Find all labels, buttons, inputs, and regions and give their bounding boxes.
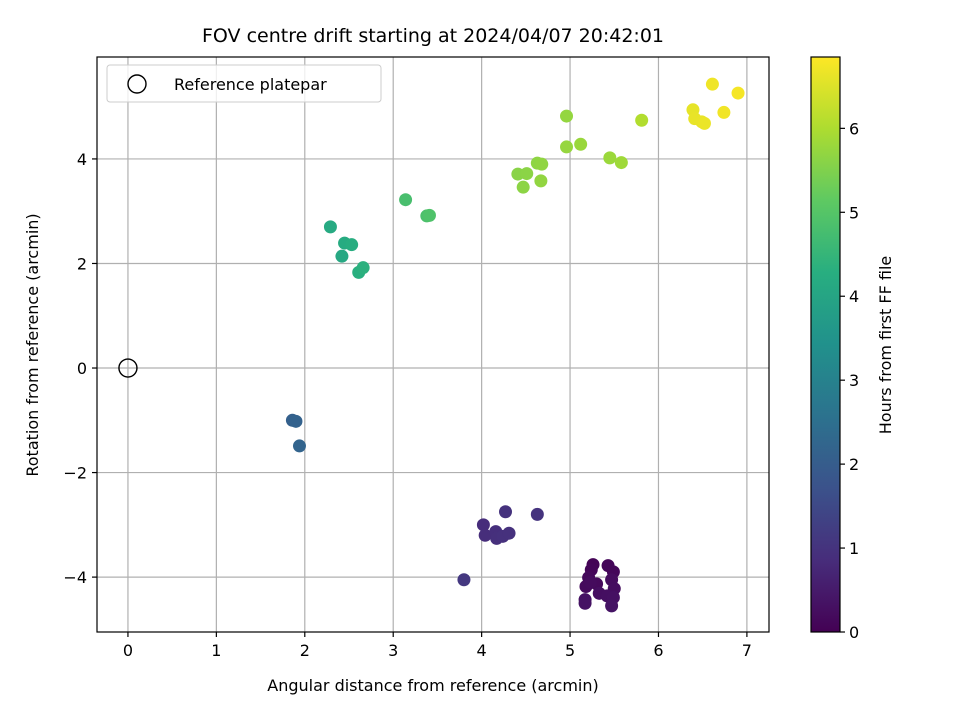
scatter-point	[289, 414, 303, 428]
colorbar-ticks: 0 1 2 3 4 5 6	[840, 119, 859, 642]
scatter-point	[399, 193, 413, 207]
scatter-point	[583, 575, 597, 589]
scatter-point	[323, 220, 337, 234]
scatter-point	[478, 528, 492, 542]
colorbar-tick-label: 2	[849, 455, 859, 474]
grid-lines	[97, 57, 769, 632]
scatter-point	[292, 439, 306, 453]
scatter-point	[345, 238, 359, 252]
colorbar-tick-label: 1	[849, 539, 859, 558]
scatter-point	[560, 140, 574, 154]
y-tick-label: 4	[77, 150, 87, 169]
plot-area-frame	[96, 56, 770, 633]
legend: Reference platepar	[106, 64, 382, 103]
colorbar-tick-label: 6	[849, 119, 859, 138]
scatter-point	[516, 180, 530, 194]
scatter-point	[731, 86, 745, 100]
y-tick-label: −2	[63, 464, 87, 483]
scatter-point	[335, 249, 349, 263]
colorbar-tick-label: 4	[849, 287, 859, 306]
legend-box	[106, 64, 382, 103]
chart-title: FOV centre drift starting at 2024/04/07 …	[202, 25, 664, 47]
scatter-point	[697, 116, 711, 130]
scatter-point	[520, 167, 534, 181]
scatter-point	[635, 113, 649, 127]
y-axis-label: Rotation from reference (arcmin)	[23, 213, 42, 476]
scatter-point	[502, 526, 516, 540]
scatter-point	[705, 77, 719, 91]
scatter-point	[499, 505, 513, 519]
scatter-point	[422, 208, 436, 222]
x-tick-label: 5	[565, 641, 575, 660]
scatter-point	[605, 599, 619, 613]
scatter-point	[534, 174, 548, 188]
scatter-point	[535, 157, 549, 171]
y-tick-label: −4	[63, 568, 87, 587]
x-tick-label: 0	[123, 641, 133, 660]
legend-entry-label: Reference platepar	[174, 75, 327, 94]
scatter-point	[356, 261, 370, 275]
x-tick-label: 4	[477, 641, 487, 660]
scatter-point	[457, 573, 471, 587]
y-tick-label: 0	[77, 359, 87, 378]
scatter-point	[574, 137, 588, 151]
colorbar	[810, 56, 841, 633]
scatter-point	[530, 507, 544, 521]
scatter-point	[603, 151, 617, 165]
scatter-point	[717, 105, 731, 119]
colorbar-tick-label: 3	[849, 371, 859, 390]
scatter-point	[560, 109, 574, 123]
x-tick-label: 2	[300, 641, 310, 660]
y-tick-label: 2	[77, 254, 87, 273]
reference-platepar-marker	[118, 358, 138, 378]
x-axis-label: Angular distance from reference (arcmin)	[267, 676, 598, 695]
data-points	[285, 77, 745, 613]
scatter-point	[476, 518, 490, 532]
colorbar-label: Hours from first FF file	[876, 256, 895, 435]
colorbar-tick-label: 0	[849, 623, 859, 642]
colorbar-tick-label: 5	[849, 203, 859, 222]
x-tick-label: 7	[742, 641, 752, 660]
scatter-point	[614, 156, 628, 170]
axis-ticks: 0 1 2 3 4 5 6 7 −4 −2 0 2 4	[63, 150, 752, 660]
x-tick-label: 3	[388, 641, 398, 660]
x-tick-label: 1	[211, 641, 221, 660]
x-tick-label: 6	[653, 641, 663, 660]
scatter-point	[578, 596, 592, 610]
legend-open-circle-marker	[127, 74, 147, 94]
